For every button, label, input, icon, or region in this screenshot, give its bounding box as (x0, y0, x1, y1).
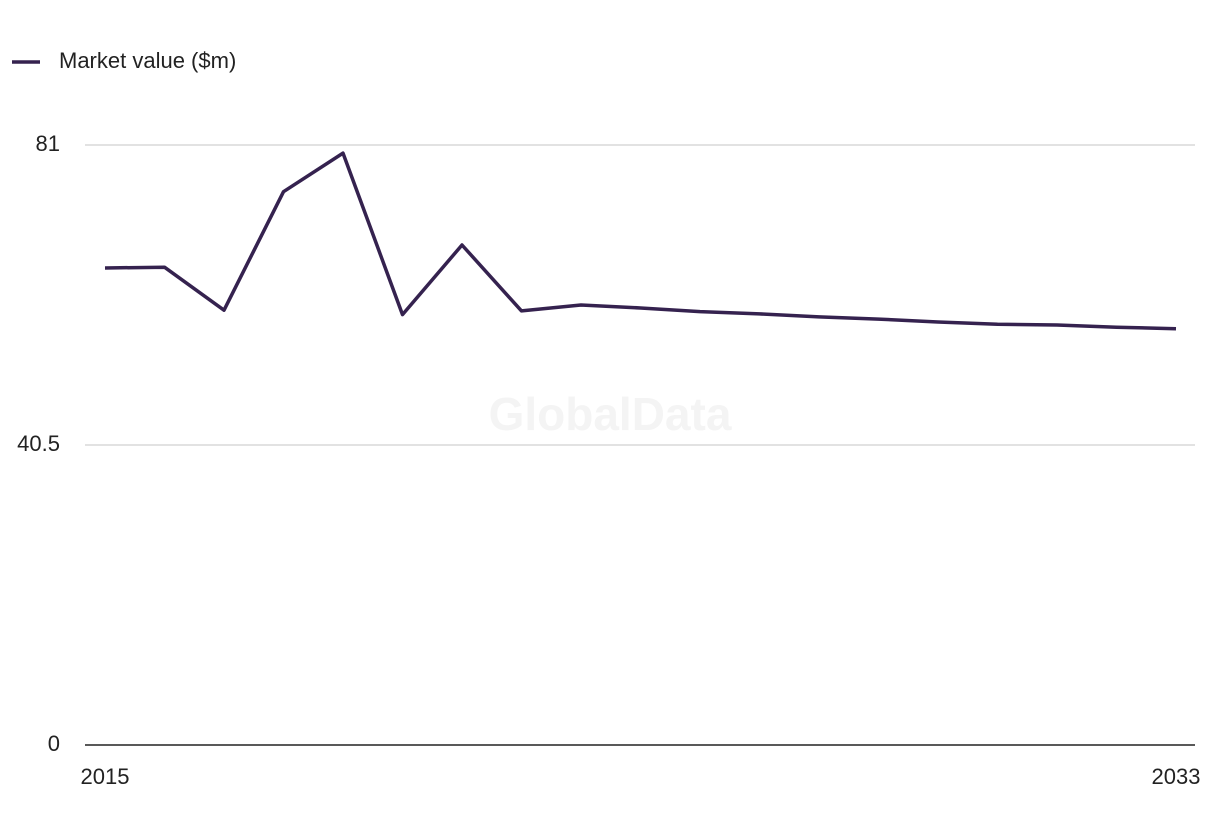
y-tick-label: 40.5 (17, 431, 60, 456)
y-tick-label: 81 (36, 131, 60, 156)
x-tick-label: 2033 (1152, 764, 1201, 789)
x-tick-label: 2015 (81, 764, 130, 789)
data-line (104, 151, 1177, 331)
legend-label: Market value ($m) (59, 48, 236, 73)
watermark: GlobalData (489, 388, 732, 440)
y-tick-label: 0 (48, 731, 60, 756)
